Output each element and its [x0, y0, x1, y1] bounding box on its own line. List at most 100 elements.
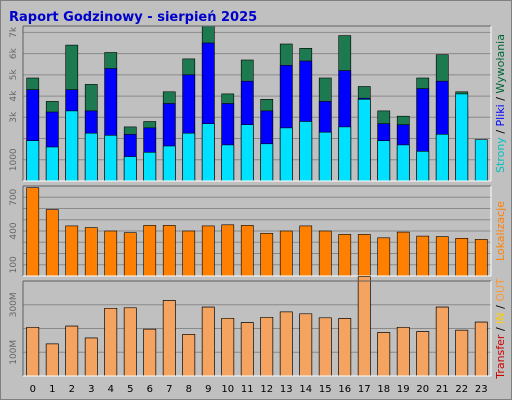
bar-top-s2-10 [221, 144, 235, 182]
bar-middle-s0-16 [338, 234, 352, 277]
bar-middle-s0-23 [474, 239, 488, 277]
axis-label-part: IN [494, 312, 507, 323]
x-tick-label-15: 15 [319, 384, 332, 395]
x-tick-label-6: 6 [147, 384, 153, 395]
bar-top-s2-2 [65, 110, 79, 182]
axis-label-part: Transfer [494, 334, 507, 380]
bar-top-s2-5 [123, 156, 137, 182]
bar-middle-s0-20 [416, 235, 430, 277]
bar-bottom-s1-22 [455, 329, 469, 377]
x-tick-label-11: 11 [241, 384, 254, 395]
bar-bottom-s1-10 [221, 317, 235, 377]
bar-bottom-s1-19 [396, 326, 410, 377]
bar-bottom-s1-2 [65, 325, 79, 377]
panel-top-tick-label: 3k [9, 111, 19, 123]
bar-middle-s0-9 [201, 225, 215, 277]
bar-bottom-s1-18 [377, 332, 391, 377]
x-tick-label-8: 8 [186, 384, 192, 395]
x-tick-label-13: 13 [280, 384, 293, 395]
bar-top-s2-7 [162, 145, 176, 182]
bar-top-s2-23 [474, 139, 488, 182]
bar-top-s2-16 [338, 126, 352, 182]
bar-middle-s0-10 [221, 224, 235, 277]
panel-top-background [23, 26, 491, 181]
bar-middle-s0-13 [279, 230, 293, 277]
bar-middle-s0-2 [65, 225, 79, 277]
bar-bottom-s1-23 [474, 321, 488, 377]
x-tick-label-3: 3 [88, 384, 94, 395]
axis-label-part: OUT [494, 278, 507, 302]
bar-bottom-s1-14 [299, 313, 313, 377]
bar-middle-s0-4 [104, 230, 118, 277]
bar-top-s2-1 [45, 146, 59, 182]
bar-top-s2-20 [416, 151, 430, 182]
bar-bottom-s1-0 [26, 326, 40, 377]
bar-top-s2-22 [455, 93, 469, 182]
bar-middle-s0-12 [260, 233, 274, 277]
bar-bottom-s1-1 [45, 343, 59, 377]
bar-bottom-s1-6 [143, 328, 157, 377]
bar-middle-s0-0 [26, 187, 40, 277]
x-tick-label-9: 9 [205, 384, 211, 395]
bar-top-s2-17 [357, 99, 371, 182]
bar-middle-s0-7 [162, 225, 176, 277]
x-tick-label-10: 10 [221, 384, 234, 395]
panel-middle-tick-label: 100 [9, 256, 19, 273]
bar-top-s2-6 [143, 152, 157, 182]
bar-bottom-s1-13 [279, 311, 293, 377]
bar-top-s2-19 [396, 144, 410, 182]
axis-label-part: Strony [494, 137, 507, 173]
axis-label-part: Pliki [494, 104, 507, 126]
bar-bottom-s1-8 [182, 334, 196, 377]
bar-middle-s0-15 [318, 230, 332, 277]
panel-top-tick-label: 7k [9, 26, 19, 38]
bar-top-s2-11 [240, 124, 254, 182]
bar-bottom-s1-5 [123, 307, 137, 377]
bar-middle-s0-5 [123, 232, 137, 277]
bar-middle-s0-14 [299, 225, 313, 277]
bar-bottom-s1-15 [318, 317, 332, 377]
bar-bottom-s1-16 [338, 318, 352, 377]
panel-bottom-tick-label: 100M [9, 340, 19, 365]
x-tick-label-7: 7 [166, 384, 172, 395]
x-tick-label-22: 22 [455, 384, 468, 395]
bar-top-s2-0 [26, 140, 40, 182]
bar-bottom-s1-17 [357, 276, 371, 377]
bar-bottom-s1-12 [260, 316, 274, 377]
panel-top-tick-label: 6k [9, 47, 19, 59]
bar-bottom-s1-21 [435, 306, 449, 377]
panel-middle-tick-label: 400 [9, 222, 19, 239]
bar-bottom-s1-11 [240, 322, 254, 377]
bar-middle-s0-19 [396, 231, 410, 277]
bar-middle-s0-18 [377, 237, 391, 277]
bar-middle-s0-8 [182, 230, 196, 277]
panel-middle-tick-label: 700 [9, 188, 19, 205]
bar-middle-s0-17 [357, 234, 371, 277]
chart-title: Raport Godzinowy - sierpień 2025 [9, 10, 257, 25]
panel-middle-axis-label: Lokalizacje [494, 201, 507, 261]
axis-label-part: / [494, 324, 507, 335]
x-tick-label-1: 1 [49, 384, 55, 395]
bar-middle-s0-22 [455, 238, 469, 277]
x-tick-label-12: 12 [260, 384, 273, 395]
x-tick-label-17: 17 [358, 384, 371, 395]
axis-label-part: Lokalizacje [494, 201, 507, 261]
x-tick-label-18: 18 [377, 384, 390, 395]
x-tick-label-14: 14 [299, 384, 312, 395]
panel-top-tick-label: 1000 [9, 148, 19, 171]
x-tick-label-21: 21 [436, 384, 449, 395]
bar-middle-s0-6 [143, 225, 157, 277]
x-tick-label-20: 20 [416, 384, 429, 395]
bar-top-s2-13 [279, 127, 293, 182]
bar-middle-s0-1 [45, 209, 59, 277]
axis-label-part: Wywołania [494, 34, 507, 94]
panel-top-tick-label: 4k [9, 90, 19, 102]
x-tick-label-19: 19 [397, 384, 410, 395]
bar-bottom-s1-3 [84, 337, 98, 377]
bar-bottom-s1-4 [104, 307, 118, 377]
bar-middle-s0-11 [240, 225, 254, 277]
axis-label-part: / [494, 126, 507, 137]
bar-top-s2-9 [201, 123, 215, 182]
panel-bottom-axis-label: Transfer / IN / OUT [494, 278, 507, 380]
